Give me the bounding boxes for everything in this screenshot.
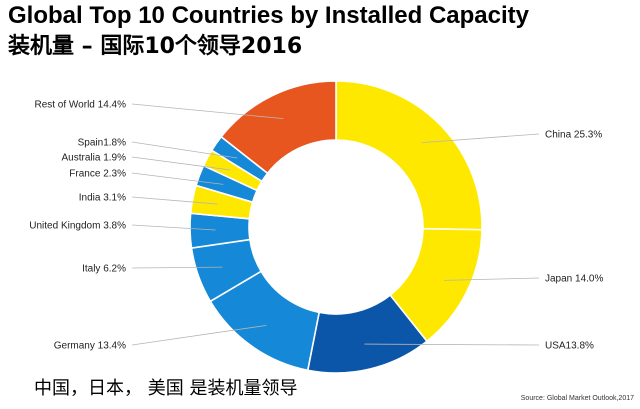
leader-line-india — [131, 196, 218, 205]
leader-line-rest-of-world — [131, 103, 284, 120]
label-italy: Italy 6.2% — [82, 264, 126, 275]
leader-line-australia — [131, 156, 230, 171]
slice-china — [335, 80, 483, 231]
label-china: China 25.3% — [545, 130, 602, 141]
label-rest-of-world: Rest of World 14.4% — [34, 100, 126, 111]
leader-line-france — [131, 172, 224, 185]
bottom-note: 中国，日本， 美国 是装机量领导 — [34, 378, 298, 399]
leader-line-united-kingdom — [131, 224, 216, 231]
label-germany: Germany 13.4% — [54, 341, 126, 352]
label-leader-lines — [131, 103, 540, 346]
leader-line-germany — [131, 324, 267, 346]
label-spain: Spain1.8% — [78, 138, 126, 149]
label-france: France 2.3% — [69, 169, 126, 180]
donut-slices — [189, 80, 483, 374]
chart-title: Global Top 10 Countries by Installed Cap… — [8, 2, 529, 29]
leader-line-italy — [131, 266, 223, 269]
leader-line-japan — [444, 277, 540, 281]
label-usa: USA13.8% — [545, 341, 594, 352]
slice-rest-of-world — [220, 80, 337, 175]
source-credit: Source: Global Market Outlook,2017 — [520, 395, 634, 402]
leader-line-usa — [364, 343, 540, 346]
leader-line-spain — [131, 141, 238, 159]
slice-labels: China 25.3% Japan 14.0% USA13.8% Germany 13… — [29, 100, 603, 352]
label-australia: Australia 1.9% — [62, 153, 127, 164]
chart-subtitle: 装机量 – 国际10个领导2016 — [8, 34, 303, 59]
leader-line-china — [421, 133, 540, 143]
label-india: India 3.1% — [79, 193, 126, 204]
label-japan: Japan 14.0% — [545, 274, 603, 285]
label-united-kingdom: United Kingdom 3.8% — [29, 221, 126, 232]
